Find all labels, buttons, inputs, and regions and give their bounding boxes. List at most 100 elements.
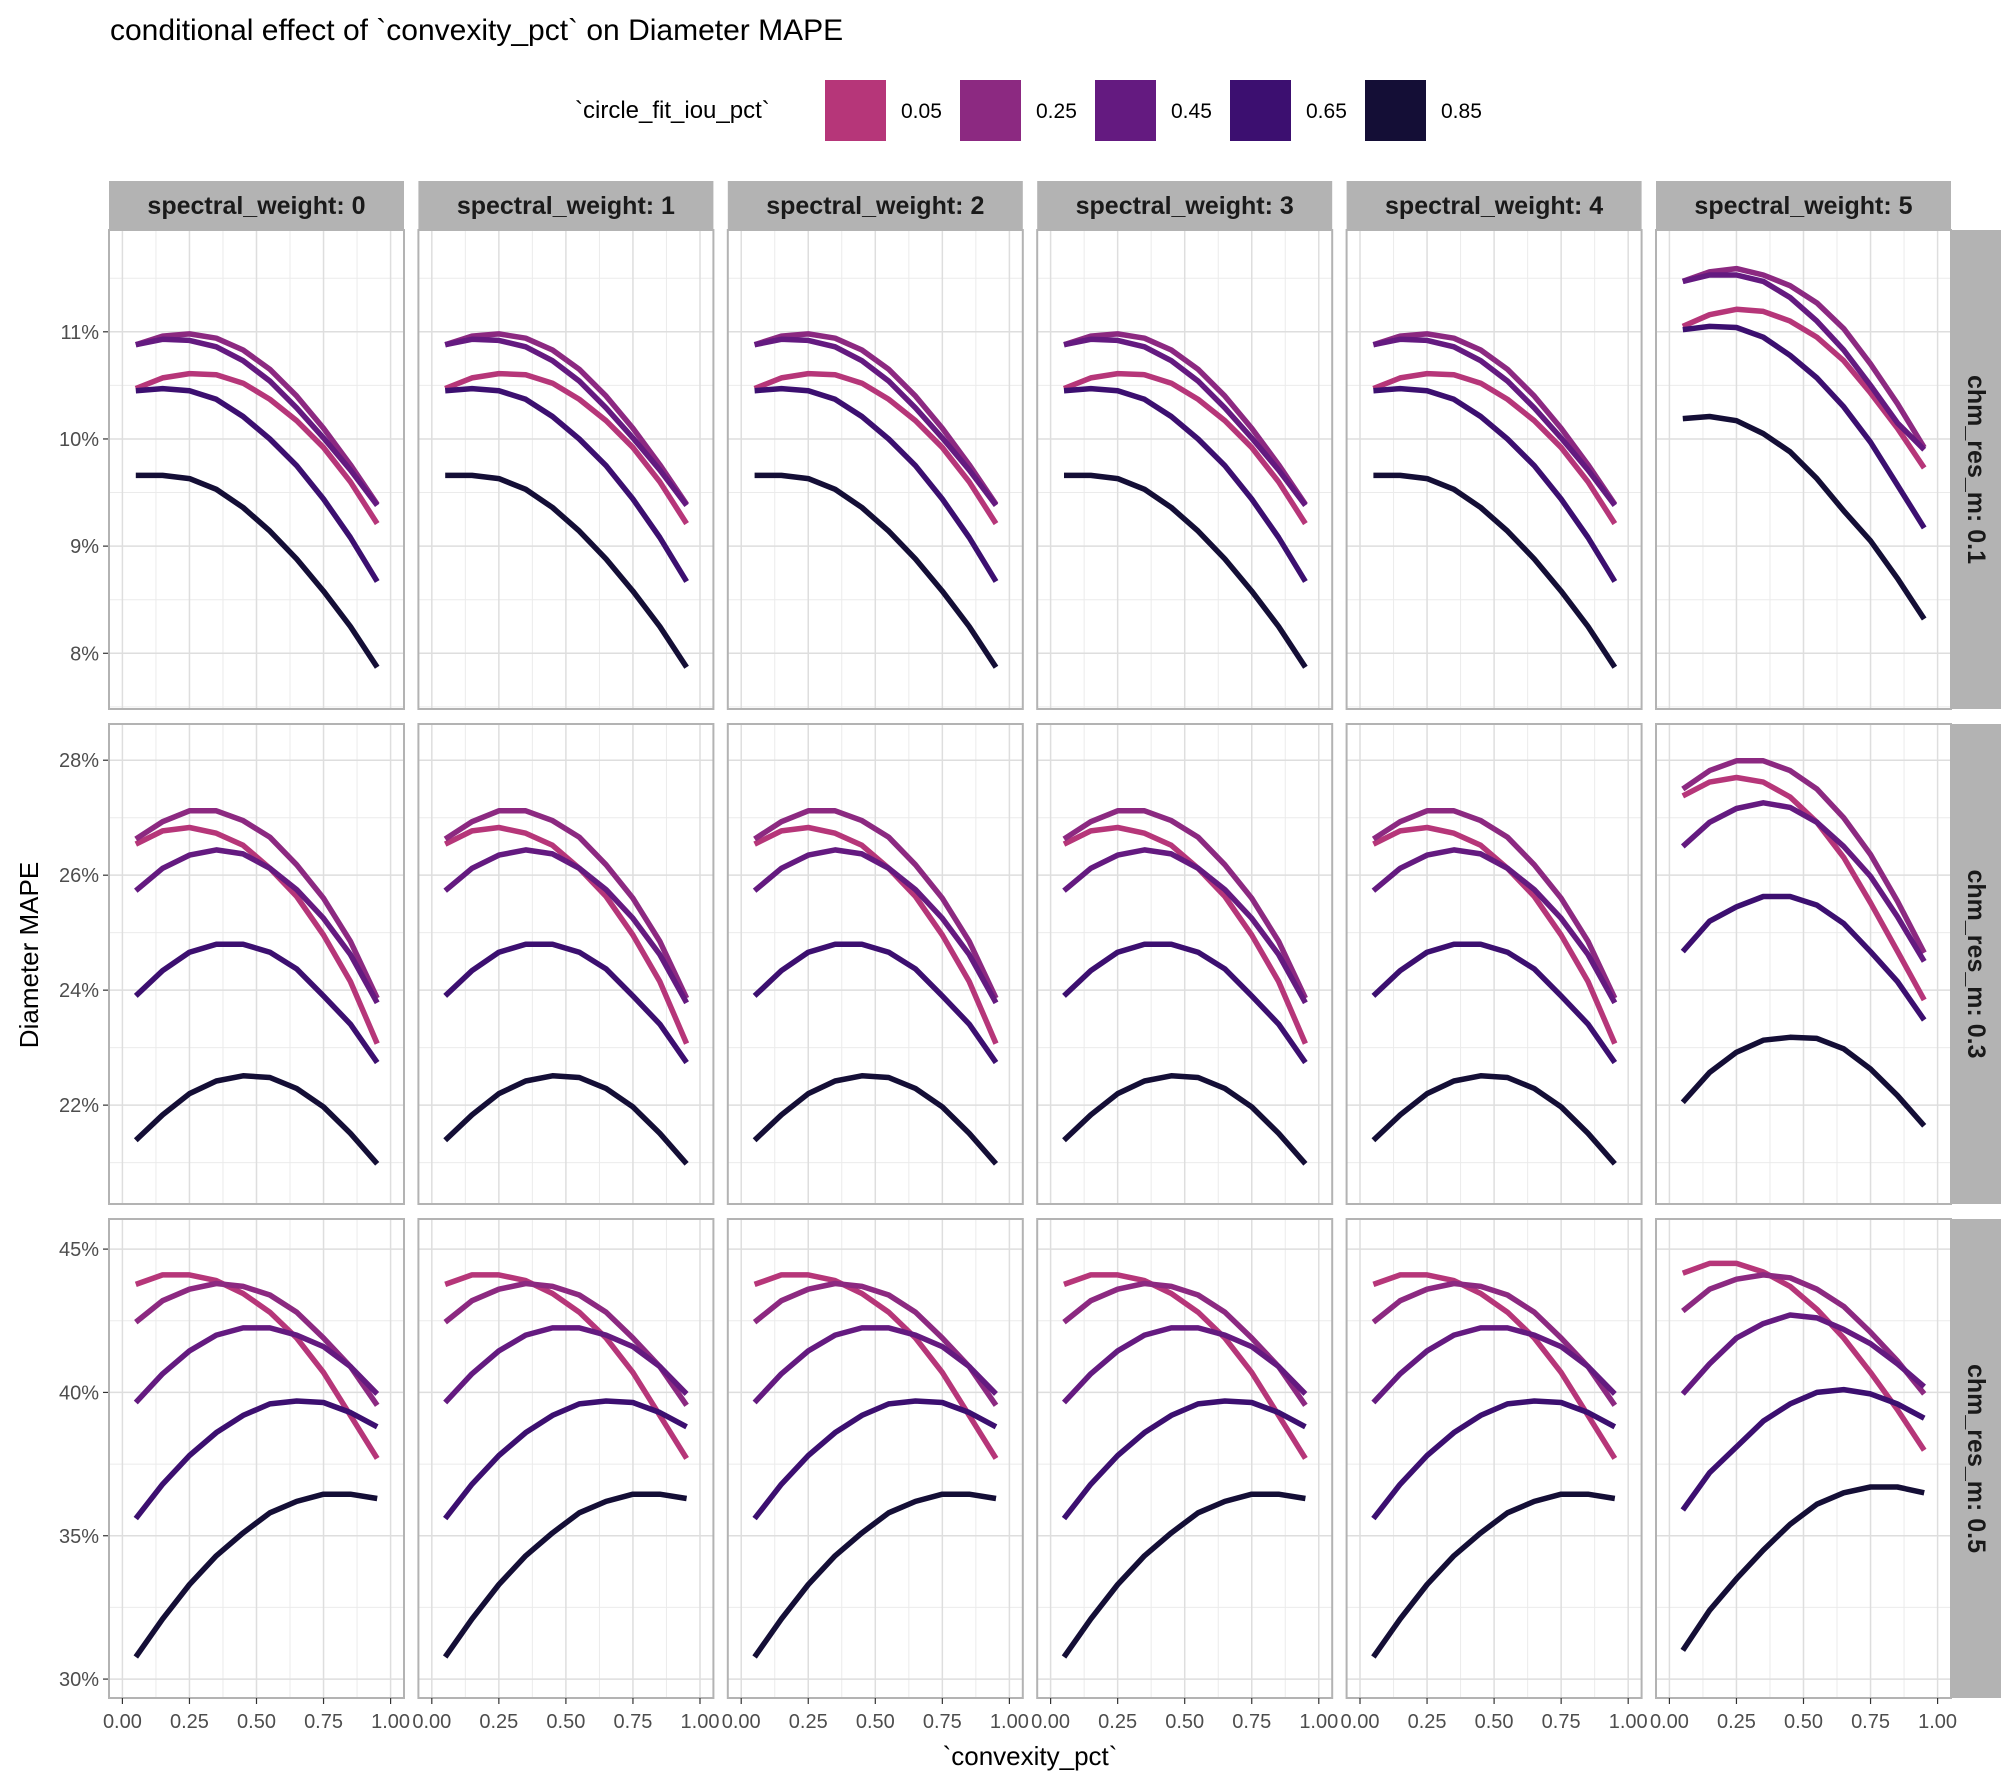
legend-title: `circle_fit_iou_pct` [575, 97, 770, 124]
facet-strip-row [1951, 724, 2001, 1204]
x-tick-label: 0.50 [1165, 1711, 1204, 1733]
x-tick-label: 0.75 [304, 1711, 343, 1733]
facet-strip-col [418, 181, 714, 230]
panel-border [1036, 229, 1334, 710]
facet-panel [108, 1218, 405, 1699]
series-line-iou-0.25 [1062, 808, 1308, 1000]
series-line-iou-0.05 [134, 370, 380, 526]
y-tick-label: 8% [70, 643, 99, 665]
y-tick-label: 9% [70, 536, 99, 558]
series-line-iou-0.65 [1680, 1386, 1926, 1512]
series-line-iou-0.85 [1062, 1073, 1308, 1166]
series-line-iou-0.65 [135, 385, 380, 583]
legend-key-0.85 [1365, 80, 1426, 141]
series-line-iou-0.85 [1064, 472, 1308, 669]
x-tick-label: 0.50 [856, 1711, 895, 1733]
series-line-iou-0.45 [1062, 847, 1308, 1005]
series-line-iou-0.25 [1062, 1280, 1308, 1407]
y-tick-label: 24% [59, 980, 99, 1002]
y-tick-label: 35% [59, 1526, 99, 1548]
series-line-iou-0.85 [752, 1491, 997, 1659]
series-line-iou-0.25 [1681, 758, 1927, 955]
series-line-iou-0.05 [1063, 1272, 1308, 1460]
facet-panel [1036, 1218, 1334, 1699]
facet-strip-col [727, 181, 1023, 230]
x-tick-label: 0.75 [1542, 1711, 1581, 1733]
series-line-iou-0.05 [1062, 824, 1308, 1045]
series-line-iou-0.45 [133, 1325, 380, 1405]
facet-panel [108, 229, 405, 710]
x-tick-label: 0.25 [789, 1711, 828, 1733]
series-line-iou-0.45 [1061, 1325, 1308, 1405]
series-line-iou-0.85 [133, 1073, 380, 1166]
series-line-iou-0.85 [135, 472, 380, 669]
panel-border [417, 229, 715, 710]
facet-strip-label: spectral_weight: 5 [1694, 192, 1912, 220]
series-line-iou-0.45 [443, 1325, 689, 1405]
facet-panel [417, 723, 715, 1205]
x-tick-label: 0.00 [1341, 1711, 1380, 1733]
series-line-iou-0.25 [134, 1280, 380, 1407]
series-line-iou-0.45 [1372, 336, 1617, 508]
legend-key-0.25 [960, 80, 1021, 141]
series-line-iou-0.05 [753, 370, 999, 526]
panel-border [417, 723, 715, 1205]
series-line-iou-0.45 [754, 336, 999, 508]
facet-strip-label: spectral_weight: 1 [457, 192, 675, 220]
series-line-iou-0.25 [1681, 265, 1927, 449]
series-line-iou-0.85 [133, 1491, 378, 1659]
series-line-iou-0.85 [754, 472, 999, 669]
series-line-iou-0.05 [1681, 774, 1927, 1002]
series-line-iou-0.65 [752, 1398, 998, 1521]
series-line-iou-0.45 [135, 336, 380, 508]
facet-panel [1655, 1218, 1952, 1699]
y-tick-label: 11% [60, 322, 99, 344]
panel-border [726, 229, 1024, 710]
series-line-iou-0.05 [1372, 370, 1618, 526]
series-line-iou-0.05 [1681, 306, 1927, 470]
series-line-iou-0.05 [1681, 1260, 1927, 1452]
facet-strip-row-label: chm_res_m: 0.3 [1962, 869, 1990, 1058]
series-line-iou-0.65 [754, 385, 999, 583]
x-tick-label: 0.00 [103, 1711, 142, 1733]
facet-panel [1345, 229, 1643, 710]
panel-border [1345, 229, 1643, 710]
series-line-iou-0.25 [753, 331, 999, 506]
series-line-iou-0.85 [1682, 413, 1927, 621]
y-tick-label: 45% [59, 1239, 99, 1261]
facet-strip-col [1037, 181, 1333, 230]
panel-border [108, 723, 405, 1205]
series-line-iou-0.45 [1680, 800, 1927, 963]
x-tick-label: 0.50 [546, 1711, 585, 1733]
x-axis-title: `convexity_pct` [943, 1741, 1118, 1771]
series-line-iou-0.05 [443, 824, 690, 1045]
y-tick-label: 22% [59, 1095, 99, 1117]
x-tick-label: 1.00 [681, 1711, 720, 1733]
x-tick-label: 1.00 [990, 1711, 1029, 1733]
facet-panel [1345, 1218, 1643, 1699]
x-tick-label: 0.00 [412, 1711, 451, 1733]
facet-strip-row-label: chm_res_m: 0.1 [1962, 375, 1990, 564]
series-line-iou-0.05 [444, 1272, 689, 1460]
series-line-iou-0.45 [1371, 1325, 1617, 1405]
panel-border [726, 723, 1024, 1205]
y-tick-label: 10% [59, 429, 99, 451]
panel-border [1036, 723, 1334, 1205]
facet-strip-label: spectral_weight: 0 [147, 192, 365, 220]
series-line-iou-0.45 [1063, 336, 1308, 508]
panel-border [1345, 723, 1643, 1205]
series-line-iou-0.05 [134, 1272, 380, 1460]
x-tick-label: 1.00 [371, 1711, 410, 1733]
series-line-iou-0.05 [1372, 1272, 1618, 1460]
series-line-iou-0.85 [445, 472, 689, 669]
x-tick-label: 1.00 [1609, 1711, 1648, 1733]
series-line-iou-0.65 [1371, 1398, 1617, 1521]
series-line-iou-0.05 [1062, 370, 1308, 526]
legend-key-0.05 [825, 80, 886, 141]
series-line-iou-0.45 [752, 1325, 998, 1405]
series-line-iou-0.05 [753, 1272, 999, 1460]
panel-border [1655, 229, 1952, 710]
facet-panel [417, 1218, 715, 1699]
facet-panel [726, 723, 1024, 1205]
panel-border [1655, 723, 1952, 1205]
